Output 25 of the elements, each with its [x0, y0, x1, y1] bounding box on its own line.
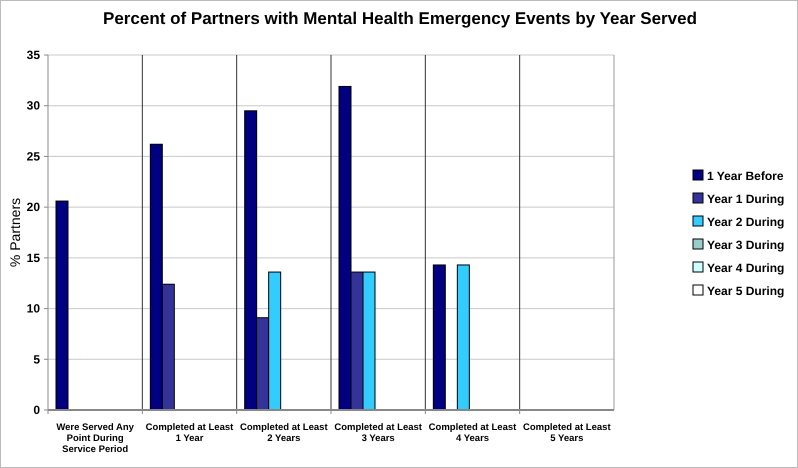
- legend-label: 1 Year Before: [707, 169, 784, 183]
- x-tick-label: Completed at Least 1 Year: [146, 422, 234, 444]
- legend-label: Year 4 During: [707, 261, 784, 275]
- bar: [56, 200, 68, 410]
- y-tick-label: 10: [26, 302, 40, 316]
- legend-label: Year 2 During: [707, 215, 784, 229]
- y-tick-label: 30: [26, 98, 40, 113]
- x-tick-label: Completed at Least 5 Years: [523, 422, 612, 444]
- x-tick-label: Completed at Least 4 Years: [428, 422, 518, 444]
- legend-label: Year 3 During: [707, 238, 784, 252]
- y-tick-label: 5: [33, 352, 40, 366]
- x-tick-label: Completed at Least 3 Years: [334, 422, 423, 444]
- legend-label: Year 1 During: [707, 192, 784, 206]
- x-tick-label: Were Served Any Point During Service Period: [56, 422, 135, 455]
- y-tick-label: 0: [33, 403, 40, 417]
- bar: [432, 264, 446, 410]
- y-axis-title: % Partners: [7, 198, 23, 268]
- x-tick-label: Completed at Least 2 Years: [240, 422, 328, 444]
- y-tick-label: 15: [26, 250, 40, 265]
- y-tick-label: 25: [26, 149, 40, 164]
- y-tick-label: 20: [26, 200, 40, 214]
- bar: [456, 264, 470, 410]
- legend-label: Year 5 During: [707, 284, 784, 298]
- chart-title: Percent of Partners with Mental Health Emergency Events by Year Served: [103, 9, 697, 28]
- y-tick-label: 35: [26, 48, 40, 62]
